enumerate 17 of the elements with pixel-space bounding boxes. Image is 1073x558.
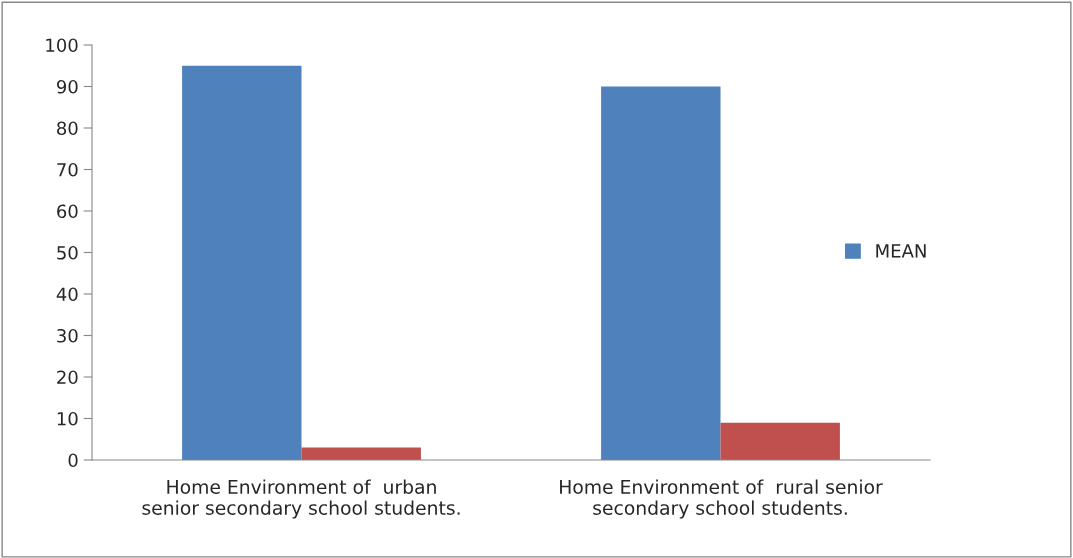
y-tick-label: 80 [57,121,78,136]
x-tick-label: Home Environment of rural senior secondary school students. [560,479,883,519]
y-tick-label: 100 [46,38,78,53]
y-tick-label: 20 [57,370,78,385]
y-tick-label: 0 [68,453,78,468]
bar [601,86,721,460]
y-tick-label: 50 [57,245,78,260]
legend-label: MEAN [876,244,926,258]
y-tick-label: 90 [56,79,78,94]
x-tick-label: Home Environment of urban senior secondary school students. [142,479,460,519]
y-tick-label: 10 [57,411,78,426]
y-tick-label: 60 [57,204,78,219]
bar [720,422,840,460]
bar [182,65,302,460]
y-tick-label: 30 [57,328,78,343]
y-tick-label: 40 [56,287,78,302]
y-tick-label: 70 [57,162,78,177]
